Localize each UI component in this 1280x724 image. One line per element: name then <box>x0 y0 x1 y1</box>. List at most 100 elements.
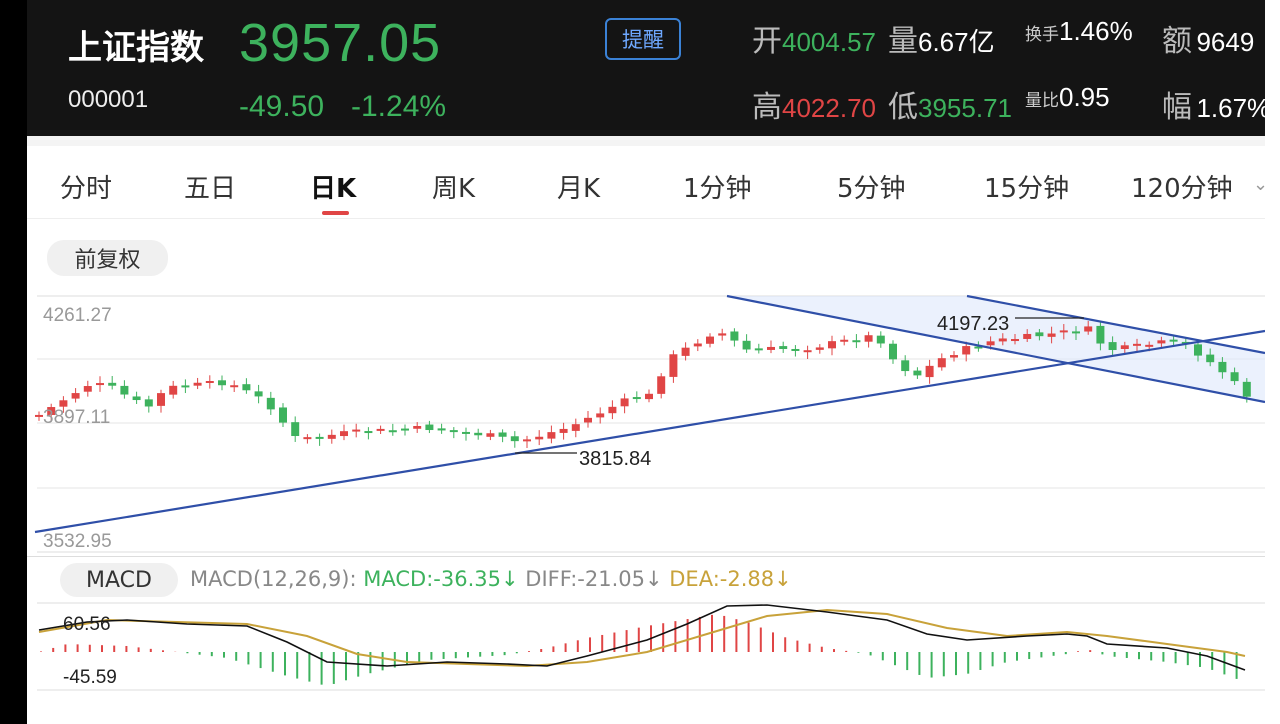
candle-body <box>657 376 666 394</box>
candle-body <box>205 381 214 384</box>
amplitude-value: 1.67% <box>1196 93 1265 123</box>
tab-monthly-k[interactable]: 月K <box>557 174 601 204</box>
volume-label: 量 <box>888 24 918 59</box>
candle-body <box>876 335 885 344</box>
down-arrow-icon: ↓ <box>774 567 792 591</box>
alert-button[interactable]: 提醒 <box>605 18 681 60</box>
candle-body <box>376 428 385 431</box>
index-code: 000001 <box>68 86 149 113</box>
candle-body <box>83 386 92 392</box>
high-stat: 高4022.70 <box>752 82 876 126</box>
candle-body <box>608 406 617 414</box>
candle-body <box>815 347 824 350</box>
chevron-down-icon[interactable]: ⌄ <box>1253 174 1269 195</box>
right-frame-edge <box>1265 0 1280 724</box>
candle-body <box>803 350 812 353</box>
candle-body <box>120 385 129 395</box>
candle-body <box>1023 333 1032 339</box>
candle-body <box>950 355 958 358</box>
channel-lower-line <box>726 294 1265 404</box>
candle-body <box>157 393 165 406</box>
candle-body <box>1084 326 1093 332</box>
candle-body <box>559 428 568 433</box>
tab-5min[interactable]: 5分钟 <box>837 174 906 204</box>
turnover-value: 1.46% <box>1059 16 1133 46</box>
tab-1min[interactable]: 1分钟 <box>683 174 752 204</box>
period-tabs: 分时 五日 日K 周K 月K 1分钟 5分钟 15分钟 120分钟 ⌄ <box>27 146 1269 219</box>
candle-body <box>791 348 800 351</box>
candle-body <box>486 433 495 437</box>
macd-value: MACD:-36.35 <box>363 567 501 591</box>
candle-body <box>645 393 653 400</box>
candle-body <box>913 370 922 376</box>
low-annotation: 3815.84 <box>579 448 651 470</box>
candle-body <box>1194 344 1202 356</box>
candle-body <box>974 346 983 349</box>
candle-body <box>71 393 80 399</box>
macd-histogram <box>40 614 1238 685</box>
candle-body <box>474 432 483 436</box>
candle-body <box>1059 330 1068 333</box>
low-value: 3955.71 <box>918 93 1012 123</box>
y-axis-bottom-label: 3532.95 <box>43 531 112 552</box>
divider-strip <box>27 136 1265 146</box>
candle-body <box>620 398 629 407</box>
open-value: 4004.57 <box>782 27 876 57</box>
candle-body <box>291 422 300 437</box>
volume-ratio-value: 0.95 <box>1059 82 1110 112</box>
candle-body <box>1145 344 1154 347</box>
candle-body <box>706 336 714 344</box>
price-change-percent: -1.24% <box>351 90 447 123</box>
candle-body <box>1011 339 1019 342</box>
adjust-button[interactable]: 前复权 <box>47 240 168 276</box>
active-tab-indicator <box>322 211 349 215</box>
macd-params: MACD(12,26,9): <box>190 567 357 591</box>
tab-five-day[interactable]: 五日 <box>184 174 237 204</box>
tab-15min[interactable]: 15分钟 <box>984 174 1070 204</box>
candle-body <box>864 335 873 342</box>
candle-body <box>840 339 849 342</box>
candle-body <box>242 384 251 391</box>
candle-body <box>1096 325 1105 344</box>
macd-tab[interactable]: MACD <box>60 563 178 597</box>
candle-body <box>986 341 995 346</box>
candle-body <box>693 343 702 347</box>
candle-body <box>510 436 519 442</box>
candle-body <box>718 333 727 336</box>
down-arrow-icon: ↓ <box>644 567 663 591</box>
amount-stat: 额 9649 <box>1162 16 1254 60</box>
tab-daily-k[interactable]: 日K <box>310 174 357 204</box>
tab-weekly-k[interactable]: 周K <box>432 174 476 204</box>
quote-header: 上证指数 000001 3957.05 -49.50 -1.24% 提醒 开40… <box>27 0 1265 136</box>
candle-body <box>901 360 910 372</box>
candle-body <box>1169 339 1178 342</box>
candle-body <box>364 431 373 434</box>
candle-body <box>754 348 763 351</box>
left-frame-edge <box>0 0 27 724</box>
low-label: 低 <box>888 90 918 125</box>
candle-body <box>47 407 56 415</box>
candle-body <box>35 414 43 417</box>
open-label: 开 <box>752 24 782 59</box>
candle-body <box>571 424 580 431</box>
candles-group <box>35 320 1251 448</box>
tab-120min[interactable]: 120分钟 <box>1131 174 1233 204</box>
candle-body <box>303 437 312 440</box>
candle-body <box>279 407 287 423</box>
candle-body <box>998 338 1007 342</box>
candle-body <box>1035 332 1044 337</box>
candle-body <box>449 430 458 433</box>
candle-body <box>266 397 275 410</box>
down-arrow-icon: ↓ <box>501 567 519 591</box>
dea-value: DEA:-2.88 <box>669 567 775 591</box>
candle-body <box>596 413 605 418</box>
channel-upper-line <box>966 294 1265 355</box>
macd-legend: MACD(12,26,9): MACD:-36.35↓ DIFF:-21.05↓… <box>190 567 792 591</box>
candle-body <box>730 331 739 341</box>
candle-body <box>1206 354 1215 363</box>
tab-intraday[interactable]: 分时 <box>60 174 113 204</box>
high-value: 4022.70 <box>782 93 876 123</box>
candle-body <box>925 365 934 378</box>
candle-body <box>437 428 446 431</box>
amount-value: 9649 <box>1196 27 1255 57</box>
